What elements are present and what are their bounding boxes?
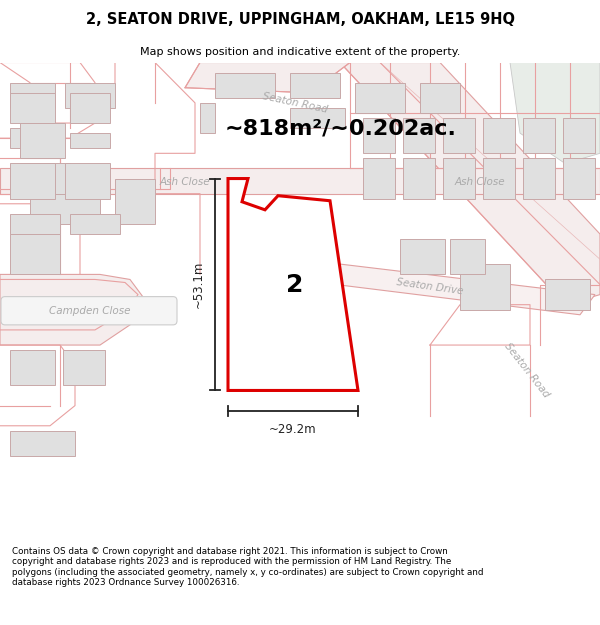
Polygon shape <box>295 259 595 315</box>
Text: 2, SEATON DRIVE, UPPINGHAM, OAKHAM, LE15 9HQ: 2, SEATON DRIVE, UPPINGHAM, OAKHAM, LE15… <box>86 12 515 28</box>
Text: Seaton Drive: Seaton Drive <box>396 277 464 296</box>
Polygon shape <box>10 234 60 274</box>
Polygon shape <box>290 72 340 98</box>
Polygon shape <box>185 62 350 92</box>
Polygon shape <box>10 163 55 199</box>
Polygon shape <box>10 128 55 148</box>
Text: Seaton Road: Seaton Road <box>503 341 551 399</box>
Text: Contains OS data © Crown copyright and database right 2021. This information is : Contains OS data © Crown copyright and d… <box>12 547 484 587</box>
Polygon shape <box>403 118 435 153</box>
Polygon shape <box>70 133 110 148</box>
Polygon shape <box>443 158 475 199</box>
Polygon shape <box>403 158 435 199</box>
Polygon shape <box>200 103 215 133</box>
Polygon shape <box>20 123 65 158</box>
Polygon shape <box>63 350 105 386</box>
Polygon shape <box>363 118 395 153</box>
Polygon shape <box>20 163 70 194</box>
Text: Seaton Road: Seaton Road <box>262 91 329 114</box>
Polygon shape <box>10 214 60 234</box>
Polygon shape <box>563 118 595 153</box>
Polygon shape <box>510 62 600 163</box>
FancyBboxPatch shape <box>1 297 177 325</box>
Polygon shape <box>290 108 345 128</box>
Text: ~29.2m: ~29.2m <box>269 422 317 436</box>
Wedge shape <box>285 259 295 279</box>
Polygon shape <box>460 264 510 310</box>
Polygon shape <box>420 82 460 113</box>
Polygon shape <box>0 274 145 345</box>
Polygon shape <box>228 179 358 391</box>
Polygon shape <box>215 72 275 98</box>
Polygon shape <box>355 82 405 113</box>
Text: Ash Close: Ash Close <box>160 177 211 187</box>
Polygon shape <box>10 82 55 108</box>
Text: ~53.1m: ~53.1m <box>192 261 205 308</box>
Text: ~818m²/~0.202ac.: ~818m²/~0.202ac. <box>225 118 457 138</box>
Polygon shape <box>70 92 110 123</box>
Polygon shape <box>450 239 485 274</box>
Text: Map shows position and indicative extent of the property.: Map shows position and indicative extent… <box>140 47 460 57</box>
Polygon shape <box>70 214 120 234</box>
Text: Campden Close: Campden Close <box>49 306 131 316</box>
Text: Ash Close: Ash Close <box>455 177 505 187</box>
Polygon shape <box>0 169 600 194</box>
Polygon shape <box>30 169 100 224</box>
Polygon shape <box>400 239 445 274</box>
Polygon shape <box>545 279 590 310</box>
Polygon shape <box>523 118 555 153</box>
Polygon shape <box>340 62 600 304</box>
Polygon shape <box>563 158 595 199</box>
Polygon shape <box>363 158 395 199</box>
Polygon shape <box>10 350 55 386</box>
Polygon shape <box>65 82 115 108</box>
Polygon shape <box>10 431 75 456</box>
Polygon shape <box>483 118 515 153</box>
Polygon shape <box>115 179 155 224</box>
Polygon shape <box>483 158 515 199</box>
Polygon shape <box>10 92 55 123</box>
Polygon shape <box>65 163 110 199</box>
Polygon shape <box>443 118 475 153</box>
Polygon shape <box>523 158 555 199</box>
Text: 2: 2 <box>286 272 304 296</box>
